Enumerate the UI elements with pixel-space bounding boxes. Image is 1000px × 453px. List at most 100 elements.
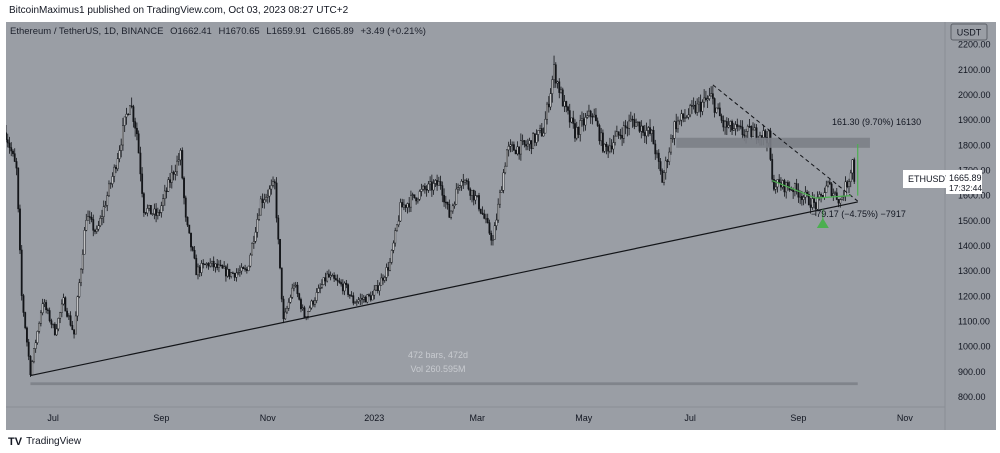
- candle-body: [268, 188, 271, 197]
- candle-body: [746, 126, 749, 132]
- candle-body: [218, 264, 220, 269]
- candle-body: [711, 93, 714, 99]
- price-tick-label: 2000.00: [958, 90, 991, 100]
- chart-frame[interactable]: 800.00 900.00 1000.00 1100.00 1200.00 1300.00…: [5, 22, 996, 430]
- baseline-zone: [30, 382, 858, 386]
- candle-body: [326, 273, 329, 282]
- symbol-info: Ethereum / TetherUS, 1D, BINANCE O1662.4…: [10, 26, 426, 37]
- candle-body: [704, 97, 707, 101]
- price-tick-label: 1000.00: [958, 342, 991, 352]
- candle-body: [785, 182, 788, 193]
- candle-body: [493, 225, 496, 240]
- candle-body: [561, 89, 564, 107]
- candle-body: [624, 125, 627, 128]
- candle-body: [52, 323, 55, 326]
- candle-body: [401, 202, 404, 208]
- candle-body: [598, 125, 601, 142]
- candle-body: [31, 361, 34, 376]
- candle-body: [211, 260, 213, 264]
- candle-body: [282, 298, 285, 320]
- candle-body: [612, 142, 615, 150]
- candle-body: [834, 192, 836, 194]
- candle-body: [846, 181, 849, 187]
- candle-body: [371, 294, 374, 301]
- candle-body: [457, 187, 459, 190]
- candle-body: [174, 171, 177, 175]
- candle-body: [212, 260, 215, 268]
- candle-body: [474, 195, 477, 201]
- candle-body: [410, 195, 412, 208]
- candle-body: [645, 130, 648, 137]
- candle-body: [603, 143, 606, 152]
- candle-body: [362, 296, 365, 300]
- candle-body: [696, 103, 699, 113]
- candle-body: [259, 198, 262, 216]
- candle-body: [307, 311, 309, 317]
- candle-body: [795, 183, 798, 191]
- price-chart[interactable]: 800.00 900.00 1000.00 1100.00 1200.00 1300.00…: [5, 22, 996, 430]
- price-axis[interactable]: 800.00 900.00 1000.00 1100.00 1200.00 1300.00…: [958, 40, 991, 402]
- candle-body: [511, 144, 514, 146]
- candle-body: [691, 105, 693, 107]
- candle-body: [647, 127, 650, 131]
- candle-body: [521, 140, 524, 142]
- candle-body: [820, 194, 822, 196]
- candle-body: [844, 181, 847, 197]
- candle-body: [60, 303, 63, 313]
- candle-body: [750, 126, 753, 137]
- candle-body: [408, 203, 411, 208]
- candle-body: [584, 117, 587, 126]
- candle-body: [317, 288, 320, 293]
- drawings-layer: [30, 84, 870, 386]
- candle-body: [504, 165, 507, 174]
- candle-body: [277, 217, 280, 240]
- candle-body: [595, 114, 597, 122]
- candle-body: [560, 89, 562, 93]
- time-axis[interactable]: Jul Sep Nov 2023 Mar May Jul Sep Nov: [47, 413, 913, 423]
- candle-body: [423, 185, 426, 190]
- currency-button[interactable]: USDT: [950, 23, 988, 41]
- candle-body: [497, 203, 500, 221]
- time-tick-label: May: [575, 413, 593, 423]
- ticker-label: ETHUSDT: [908, 174, 951, 184]
- candle-body: [837, 199, 840, 204]
- candle-body: [261, 198, 264, 203]
- candle-body: [544, 118, 547, 134]
- candle-body: [506, 149, 508, 167]
- candle-body: [420, 189, 423, 192]
- candle-body: [500, 190, 503, 193]
- candle-body: [181, 150, 184, 179]
- candle-body: [589, 110, 592, 117]
- candle-body: [736, 124, 739, 127]
- candle-body: [156, 212, 159, 216]
- candle-body: [699, 101, 702, 112]
- price-tick-label: 2100.00: [958, 65, 991, 75]
- candle-body: [376, 285, 379, 292]
- candle-body: [827, 181, 829, 187]
- candle-body: [755, 127, 758, 140]
- candle-body: [165, 190, 168, 193]
- candle-body: [137, 133, 140, 154]
- candle-body: [266, 195, 269, 198]
- candle-body: [109, 183, 112, 185]
- candle-body: [366, 294, 369, 303]
- candle-body: [635, 122, 637, 127]
- candle-body: [190, 232, 192, 248]
- candle-body: [415, 197, 418, 202]
- candle-body: [450, 210, 452, 218]
- candle-body: [429, 181, 432, 185]
- time-tick-label: 2023: [364, 413, 384, 423]
- candle-body: [710, 93, 713, 97]
- time-tick-label: Sep: [153, 413, 169, 423]
- candle-body: [629, 118, 632, 122]
- candle-body: [71, 325, 74, 330]
- candle-body: [439, 181, 442, 186]
- candle-body: [247, 265, 250, 271]
- low-label: L: [266, 26, 271, 37]
- candle-body: [209, 262, 212, 267]
- candle-body: [849, 172, 852, 182]
- candle-body: [483, 213, 486, 219]
- candle-body: [129, 105, 131, 115]
- candle-body: [142, 193, 145, 213]
- candle-body: [448, 204, 451, 218]
